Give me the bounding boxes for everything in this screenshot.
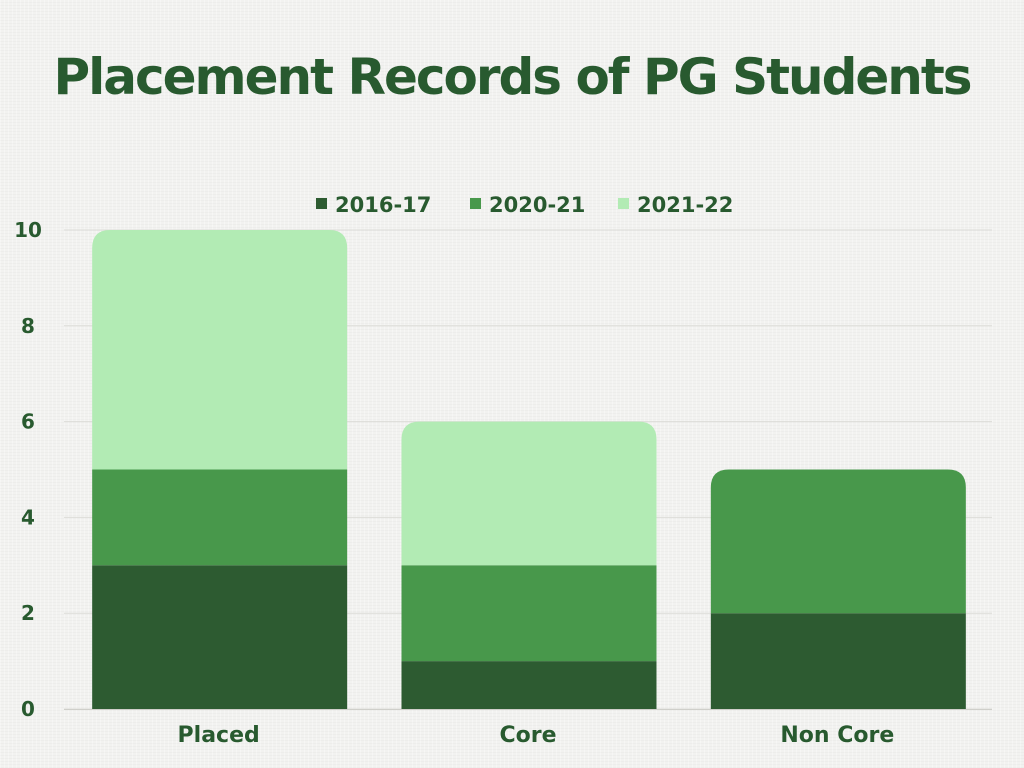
legend-label: 2021-22 <box>637 193 733 217</box>
y-tick-label: 2 <box>21 601 35 625</box>
y-tick-label: 8 <box>21 314 35 338</box>
legend-swatch <box>316 198 327 209</box>
bar-core-2016-17 <box>401 661 657 709</box>
legend: 2016-17 2020-21 2021-22 <box>316 193 733 217</box>
legend-label: 2020-21 <box>489 193 585 217</box>
legend-label: 2016-17 <box>335 193 431 217</box>
bar-non-core-2016-17 <box>710 613 966 709</box>
bars <box>92 230 966 709</box>
y-tick-label: 10 <box>14 218 42 242</box>
x-tick-label: Placed <box>178 723 260 748</box>
bar-core-2020-21 <box>401 565 657 662</box>
bar-placed-2021-22 <box>92 230 348 470</box>
y-tick-label: 0 <box>21 697 35 721</box>
x-tick-label: Core <box>499 723 556 748</box>
legend-swatch <box>618 198 629 209</box>
y-tick-label: 6 <box>21 410 35 434</box>
bar-non-core-2020-21 <box>710 469 966 614</box>
y-axis-ticks: 0 2 4 6 8 10 <box>14 218 42 721</box>
bar-core-2021-22 <box>401 421 657 566</box>
bar-placed-2016-17 <box>92 565 348 709</box>
y-tick-label: 4 <box>21 505 35 529</box>
bar-placed-2020-21 <box>92 469 348 566</box>
x-tick-label: Non Core <box>780 723 894 748</box>
x-axis-labels: Placed Core Non Core <box>178 723 895 748</box>
legend-swatch <box>470 198 481 209</box>
chart-title: Placement Records of PG Students <box>53 48 972 106</box>
